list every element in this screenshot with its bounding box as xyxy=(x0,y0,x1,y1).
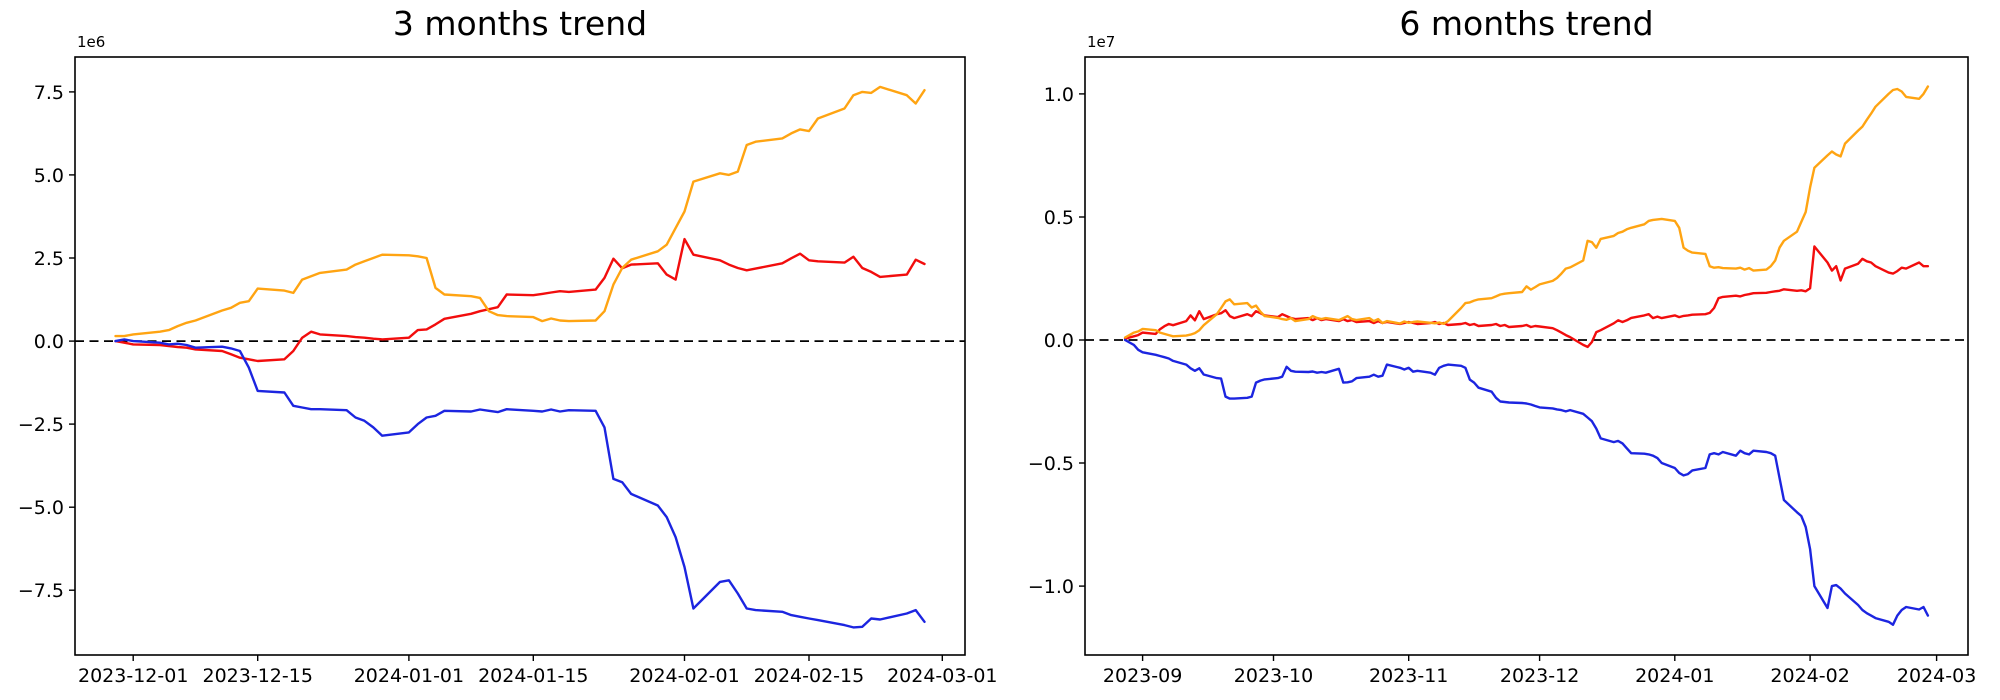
three-months-trend-x-tick-label: 2023-12-01 xyxy=(78,665,188,687)
three-months-trend-x-tick-label: 2024-01-01 xyxy=(354,665,464,687)
three-months-trend-x-tick-label: 2024-02-15 xyxy=(754,665,864,687)
six-months-trend-x-tick-label: 2024-02 xyxy=(1770,665,1849,687)
three-months-trend-y-tick-label: −2.5 xyxy=(18,414,64,436)
six-months-trend-series-orange xyxy=(1123,85,1930,339)
three-months-trend-y-tick-label: 5.0 xyxy=(34,165,64,187)
six-months-trend-y-tick-label: 1.0 xyxy=(1044,84,1074,106)
six-months-trend-series-red xyxy=(1123,245,1930,349)
six-months-trend-axes-frame xyxy=(1084,56,1969,656)
three-months-trend-y-tick-label: −7.5 xyxy=(18,580,64,602)
left-y-axis-offset-label: 1e6 xyxy=(77,33,106,51)
three-months-trend-y-tick-label: 0.0 xyxy=(34,331,64,353)
three-months-trend-x-tick-label: 2023-12-15 xyxy=(202,665,312,687)
six-months-trend-x-tick-label: 2023-09 xyxy=(1103,665,1182,687)
three-months-trend-x-tick-label: 2024-02-01 xyxy=(629,665,739,687)
right-y-axis-offset-label: 1e7 xyxy=(1087,33,1116,51)
three-months-trend-chart: 2023-12-01 2023-12-15 2024-01-01 2024-01-15… xyxy=(18,56,998,687)
six-months-trend-y-tick-label: 0.0 xyxy=(1044,330,1074,352)
three-months-trend-axes-frame xyxy=(74,56,966,656)
six-months-trend-chart: 2023-09 2023-10 2023-11 2023-12 2024-01 2024-… xyxy=(1028,56,1976,687)
three-months-trend-x-tick-label: 2024-03-01 xyxy=(887,665,997,687)
left-chart-title: 3 months trend xyxy=(392,4,648,43)
three-months-trend-series-red xyxy=(114,237,926,363)
six-months-trend-y-tick-label: −0.5 xyxy=(1028,453,1074,475)
six-months-trend-series-blue xyxy=(1123,338,1930,626)
three-months-trend-y-tick-label: 7.5 xyxy=(34,82,64,104)
three-months-trend-series-orange xyxy=(114,85,926,338)
three-months-trend-series-blue xyxy=(114,338,926,629)
six-months-trend-x-tick-label: 2023-12 xyxy=(1500,665,1579,687)
three-months-trend-y-tick-label: 2.5 xyxy=(34,248,64,270)
three-months-trend-x-tick-label: 2024-01-15 xyxy=(478,665,588,687)
six-months-trend-x-tick-label: 2023-11 xyxy=(1369,665,1448,687)
right-chart-title: 6 months trend xyxy=(1399,4,1654,43)
six-months-trend-x-tick-label: 2024-03 xyxy=(1897,665,1976,687)
six-months-trend-y-tick-label: 0.5 xyxy=(1044,207,1074,229)
three-months-trend-y-tick-label: −5.0 xyxy=(18,497,64,519)
six-months-trend-x-tick-label: 2023-10 xyxy=(1234,665,1313,687)
six-months-trend-x-tick-label: 2024-01 xyxy=(1635,665,1714,687)
six-months-trend-y-tick-label: −1.0 xyxy=(1028,576,1074,598)
